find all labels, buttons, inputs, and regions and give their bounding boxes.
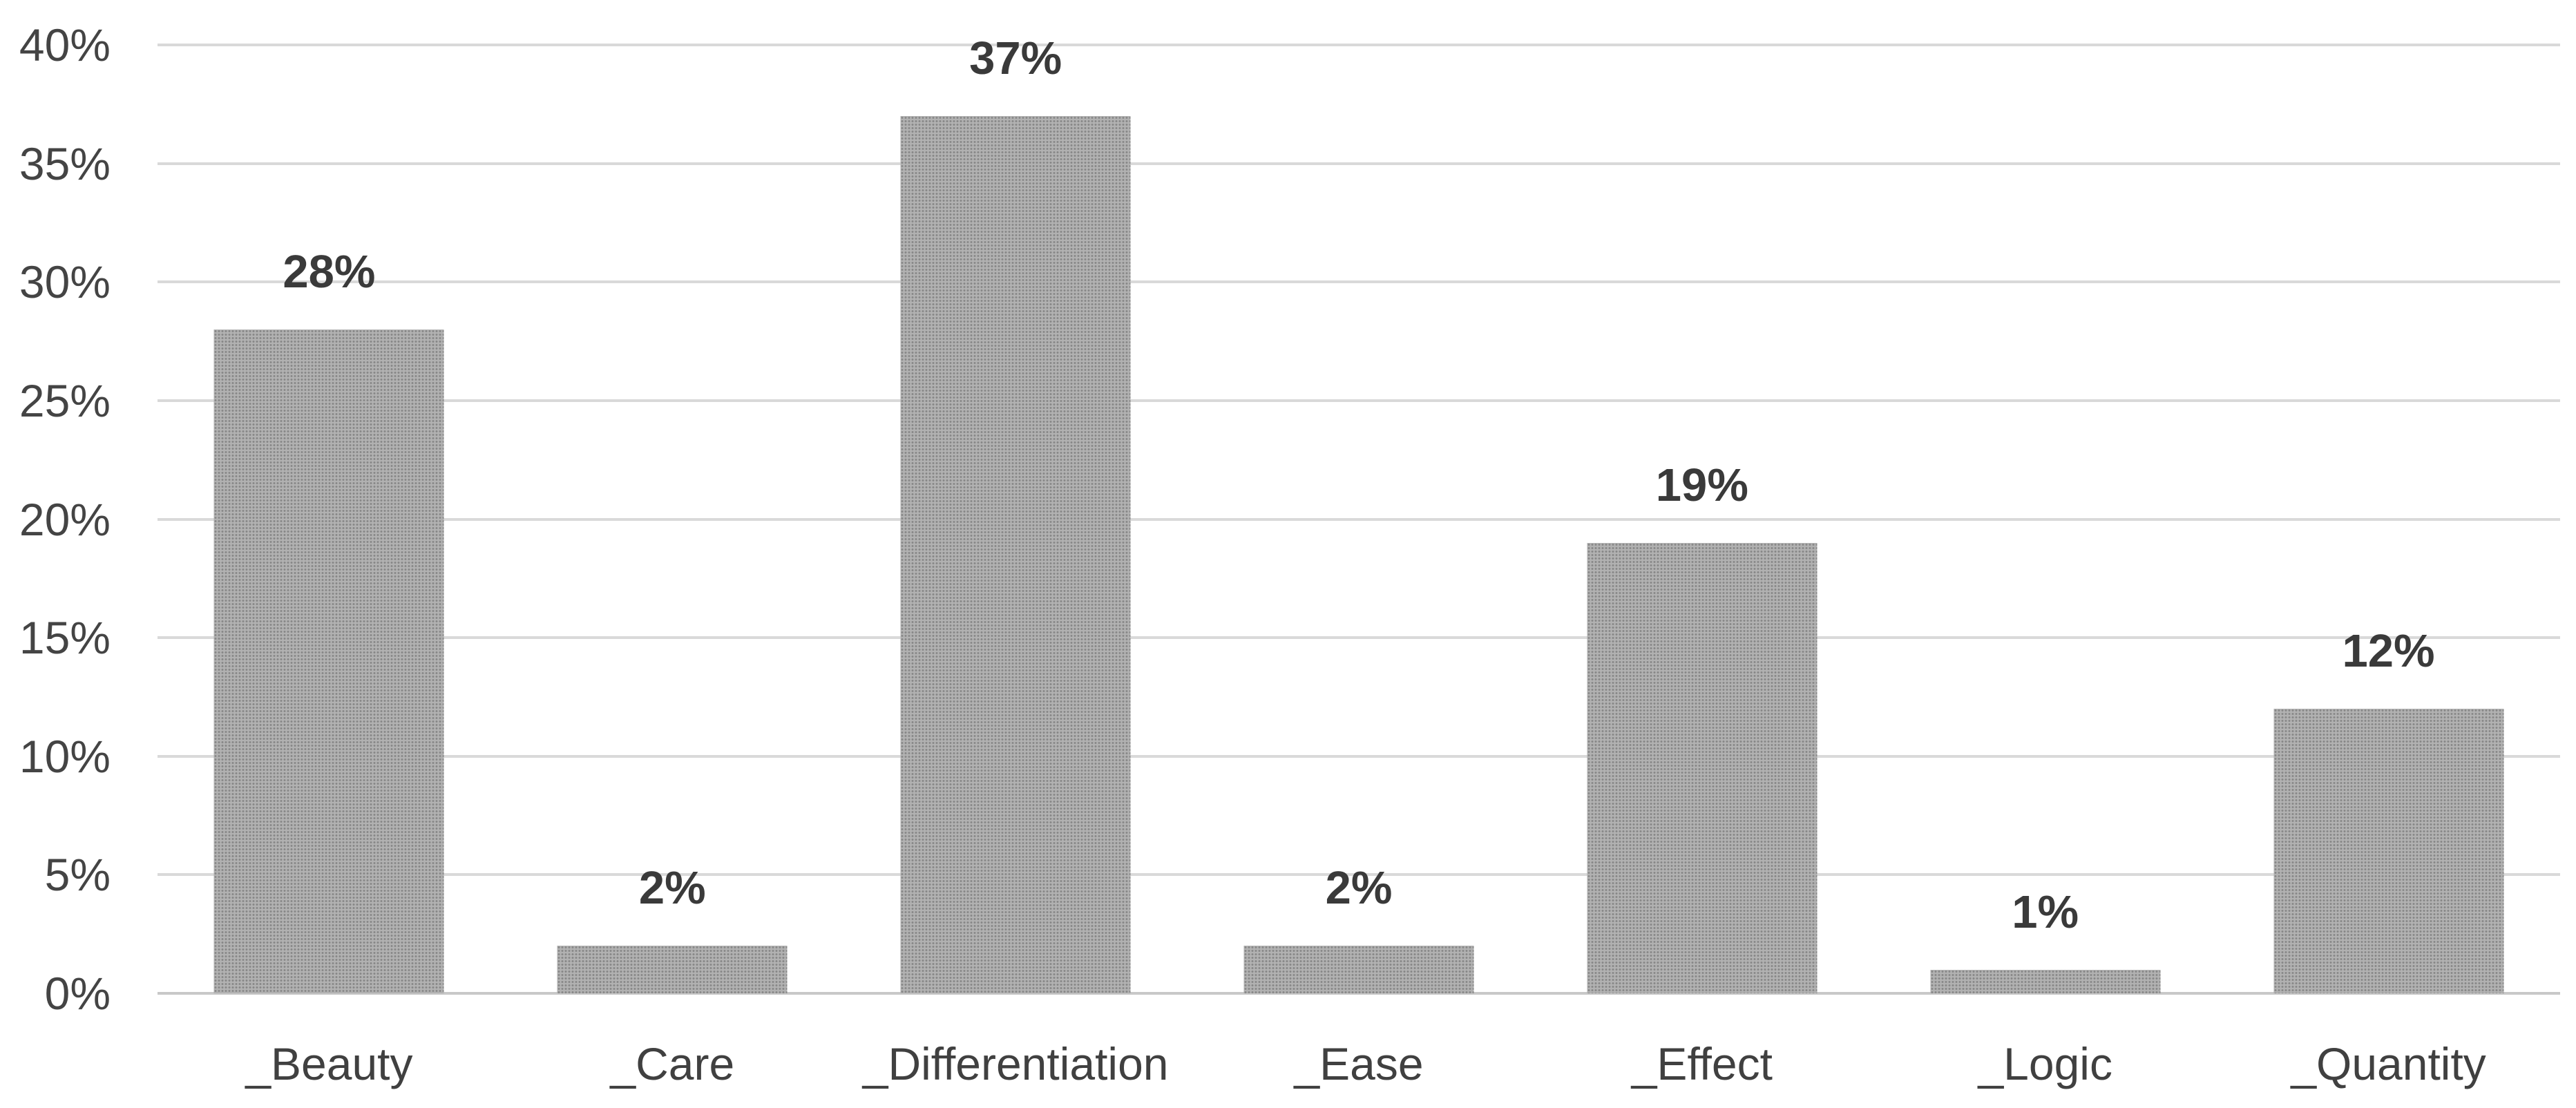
x-axis-line	[158, 992, 2560, 995]
bar-effect	[1587, 542, 1817, 993]
y-tick-label: 25%	[19, 374, 111, 426]
gridline-5	[158, 873, 2560, 877]
data-label: 12%	[2342, 625, 2435, 678]
y-tick-label: 30%	[19, 256, 111, 308]
category-label-care: _Care	[610, 1038, 735, 1089]
bar-slot-logic: 1%	[1873, 45, 2217, 993]
bar-quantity	[2273, 709, 2504, 993]
category-label-logic: _Logic	[1978, 1038, 2112, 1089]
gridline-20	[158, 517, 2560, 521]
y-tick-label: 5%	[44, 849, 111, 901]
bar-logic	[1930, 969, 2161, 993]
category-label-beauty: _Beauty	[245, 1038, 413, 1089]
data-label: 2%	[638, 862, 706, 915]
category-label-quantity: _Quantity	[2291, 1038, 2486, 1089]
y-tick-label: 15%	[19, 612, 111, 664]
bar-slot-quantity: 12%	[2217, 45, 2560, 993]
bar-care	[557, 946, 788, 993]
bar-slot-ease: 2%	[1187, 45, 1531, 993]
bar-slot-differentiation: 37%	[844, 34, 1187, 993]
data-label: 28%	[283, 245, 376, 298]
data-label: 2%	[1325, 862, 1393, 915]
bar-differentiation	[900, 115, 1131, 993]
y-tick-label: 40%	[19, 19, 111, 70]
bar-beauty	[213, 329, 444, 993]
bar-slot-beauty: 28%	[158, 45, 501, 993]
data-label: 37%	[969, 32, 1062, 84]
data-label: 1%	[2012, 886, 2079, 938]
category-label-differentiation: _Differentiation	[862, 1038, 1169, 1089]
gridline-40	[158, 44, 2560, 46]
bar-slot-care: 2%	[501, 45, 844, 993]
gridline-15	[158, 636, 2560, 640]
category-label-effect: _Effect	[1631, 1038, 1773, 1089]
data-label: 19%	[1655, 459, 1748, 511]
y-tick-label: 10%	[19, 730, 111, 782]
gridline-25	[158, 399, 2560, 402]
gridline-10	[158, 754, 2560, 758]
y-tick-label: 35%	[19, 137, 111, 189]
y-tick-label: 0%	[44, 968, 111, 1019]
bar-slot-effect: 19%	[1530, 45, 1873, 993]
plot-area: 0% 5% 10% 15% 20% 25% 30% 35% 40% 28% 2% 37% 2% 19% 1…	[19, 22, 2560, 1016]
bar-ease	[1243, 946, 1474, 993]
gridline-35	[158, 162, 2560, 165]
category-label-ease: _Ease	[1294, 1038, 1424, 1089]
gridline-30	[158, 280, 2560, 284]
y-tick-label: 20%	[19, 493, 111, 545]
